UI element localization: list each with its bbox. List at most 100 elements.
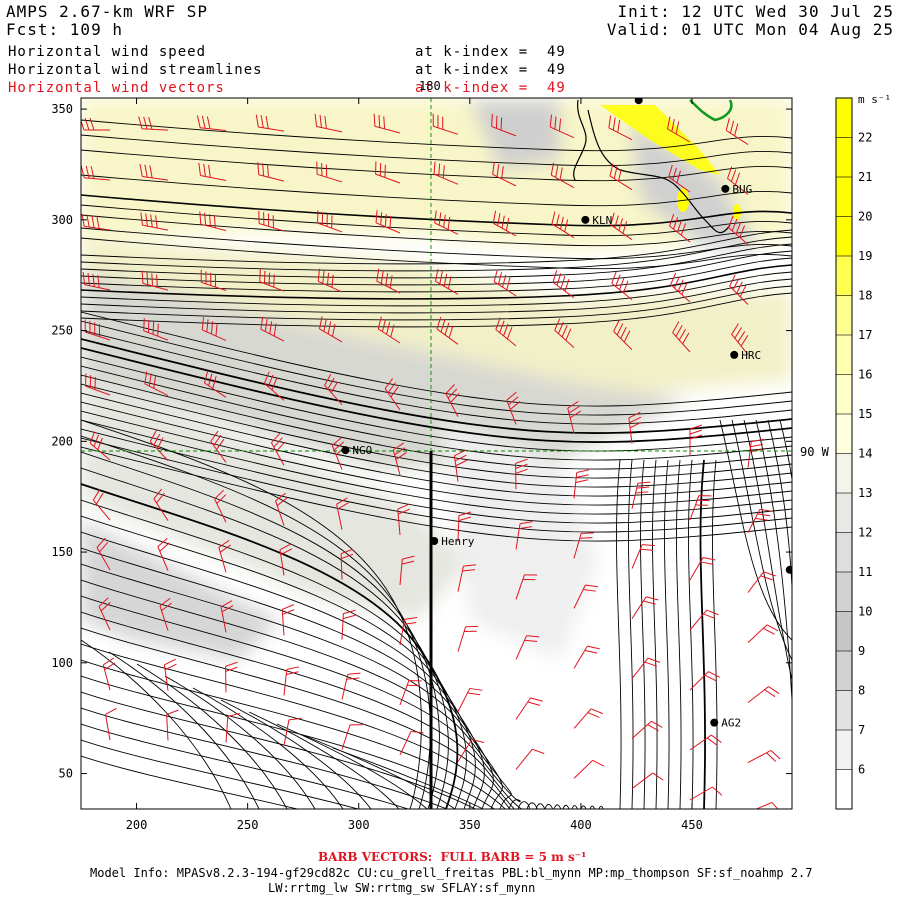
wind-barb — [140, 212, 169, 231]
shade-gray-band — [81, 270, 690, 470]
colorbar-segment — [836, 690, 852, 731]
streamline — [81, 515, 476, 809]
plot-area: KLN BUG HRC NGO Henry AG2 180 90 W 200 250 300 3… — [51, 79, 830, 832]
streamline — [248, 711, 400, 809]
wind-barb — [397, 503, 410, 536]
colorbar-label: 8 — [858, 684, 865, 698]
wind-barb — [445, 384, 460, 417]
colorbar-segment — [836, 177, 852, 217]
shade-gray-south — [81, 380, 470, 620]
wind-barb — [336, 497, 349, 530]
wind-barb — [731, 323, 749, 355]
streamline — [616, 459, 622, 809]
colorbar-label: 13 — [858, 486, 872, 500]
wind-barb — [573, 469, 590, 499]
streamline — [81, 214, 792, 247]
colorbar-label: 12 — [858, 526, 872, 540]
wind-barb — [377, 316, 401, 344]
wind-barb — [434, 210, 459, 235]
wind-barb — [96, 537, 111, 571]
wind-barb — [631, 657, 661, 679]
wind-barb — [573, 708, 603, 729]
wind-barb — [384, 378, 401, 411]
wind-barb — [747, 801, 781, 809]
wind-barb — [608, 115, 633, 141]
streamline — [699, 459, 706, 809]
station-marker — [581, 215, 590, 224]
wind-barb — [214, 489, 227, 523]
wind-barb — [506, 391, 521, 425]
wind-barb — [457, 739, 485, 762]
wind-barb — [550, 162, 575, 189]
y-axis: 50 100 150 200 250 300 350 — [51, 102, 792, 781]
station-label: NGO — [352, 444, 372, 457]
streamline — [81, 194, 792, 227]
wind-barb — [611, 271, 633, 301]
streamline — [755, 419, 792, 701]
wind-barbs — [81, 113, 781, 809]
streamline — [81, 467, 449, 809]
colorbar-segment — [836, 216, 852, 257]
coastlines — [573, 99, 733, 234]
streamline — [81, 419, 792, 515]
stations: KLN BUG HRC NGO Henry AG2 — [341, 98, 792, 730]
wind-barb — [515, 697, 543, 720]
wind-barb — [324, 374, 343, 405]
y-tick-label: 350 — [51, 102, 73, 116]
wind-barb — [92, 489, 111, 521]
colorbar-segment — [836, 769, 852, 810]
latitude-label: 90 W — [800, 445, 830, 459]
streamline — [81, 374, 792, 470]
field-label-speed: Horizontal wind speed — [8, 44, 207, 60]
streamline — [81, 237, 792, 270]
wind-barb — [196, 115, 227, 131]
colorbar-segment — [836, 98, 852, 138]
wind-barb — [316, 161, 343, 183]
wind-barb — [573, 584, 599, 609]
colorbar-segment — [836, 611, 852, 652]
streamline — [676, 459, 682, 809]
streamline — [81, 278, 792, 314]
wind-barb — [668, 164, 691, 193]
station-marker — [634, 98, 643, 105]
wind-barb — [163, 658, 177, 691]
wind-barb — [747, 571, 776, 593]
streamline — [81, 579, 512, 809]
wind-barb — [144, 371, 169, 397]
wind-barb — [457, 687, 483, 712]
wind-barb — [281, 604, 295, 636]
wind-barb — [631, 481, 651, 509]
wind-barb — [689, 609, 719, 631]
x-tick-label: 300 — [348, 818, 370, 832]
colorbar-segment — [836, 453, 852, 494]
wind-barb — [314, 113, 343, 133]
streamline — [81, 611, 530, 809]
wind-barb — [399, 680, 422, 706]
wind-barb — [318, 316, 343, 343]
shade-gray-northeast — [630, 120, 760, 250]
wind-barb — [666, 116, 691, 143]
streamline — [81, 419, 422, 809]
wind-barb — [725, 117, 749, 145]
wind-barb — [457, 511, 472, 542]
wind-barb — [491, 113, 517, 137]
colorbar-label: 18 — [858, 289, 872, 303]
wind-barb — [672, 321, 691, 353]
streamline — [81, 446, 792, 542]
station-label: Henry — [441, 535, 474, 548]
streamline — [688, 459, 694, 809]
station-label: BUG — [732, 183, 752, 196]
wind-barb — [515, 635, 540, 660]
wind-barb — [689, 671, 720, 691]
wind-barb — [747, 686, 780, 703]
field-level-streamlines: at k-index = 49 — [415, 62, 566, 78]
streamline — [779, 419, 792, 740]
wind-barb — [689, 734, 722, 751]
wind-barb — [157, 537, 170, 571]
streamline — [81, 401, 792, 497]
streamline — [81, 437, 792, 533]
wind-barb — [317, 210, 343, 233]
streamline — [81, 707, 578, 809]
wind-barb — [573, 645, 600, 669]
wind-barb — [747, 438, 764, 468]
